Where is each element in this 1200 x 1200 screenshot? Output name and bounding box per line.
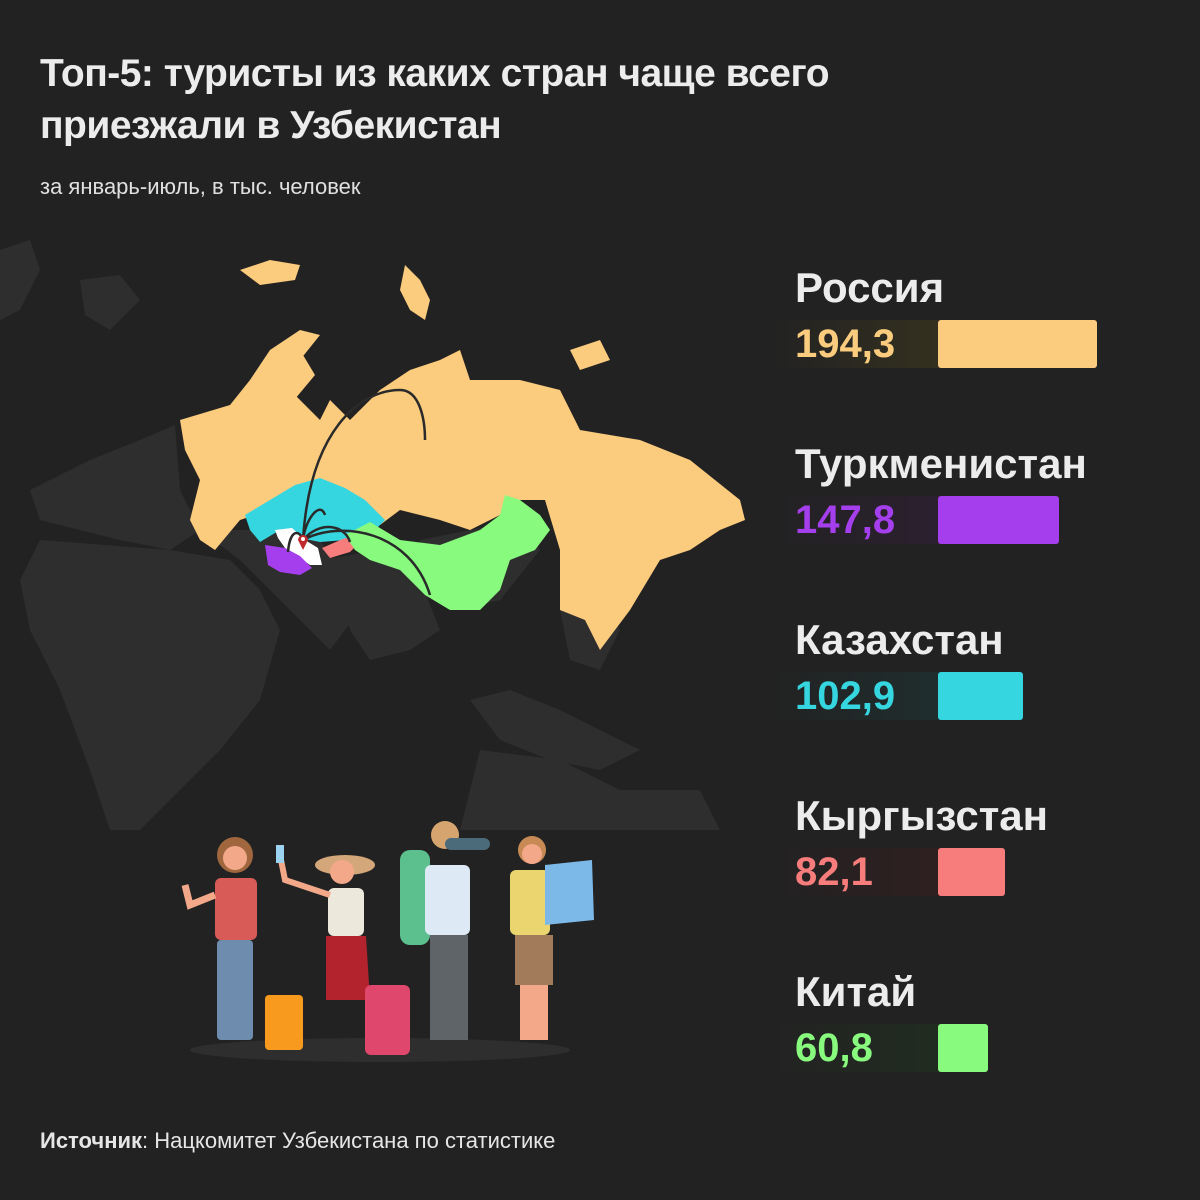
kazakhstan-region [245, 478, 385, 542]
country-value: 82,1 [795, 850, 873, 894]
country-value: 147,8 [795, 498, 896, 542]
value-background [770, 320, 940, 368]
pink-suitcase-icon [365, 985, 410, 1055]
legend-row-china: Китай 60,8 [760, 966, 1200, 1086]
country-name: Россия [795, 264, 945, 311]
value-background [770, 1024, 940, 1072]
uzbekistan-pin-icon [298, 535, 308, 550]
country-value: 60,8 [795, 1026, 873, 1070]
source-note: Источник: Нацкомитет Узбекистана по стат… [40, 1128, 555, 1154]
source-separator: : [142, 1128, 155, 1153]
value-background [770, 672, 940, 720]
value-bar [938, 672, 1023, 720]
country-value: 102,9 [795, 674, 896, 718]
tourists-illustration [181, 821, 594, 1062]
value-background [770, 848, 940, 896]
arctic-islands [240, 260, 610, 405]
legend-row-russia: Россия 194,3 [760, 262, 1200, 382]
russia-region [180, 330, 745, 650]
china-region [345, 495, 550, 610]
tourist-binoculars-icon [400, 821, 490, 1040]
country-name: Казахстан [795, 616, 1004, 663]
page-subtitle: за январь-июль, в тыс. человек [40, 174, 361, 199]
country-name: Кыргызстан [795, 792, 1049, 839]
tourist-map-icon [510, 836, 594, 1040]
page-title: Топ-5: туристы из каких стран чаще всего… [40, 52, 830, 147]
source-text: Нацкомитет Узбекистана по статистике [154, 1128, 556, 1153]
country-name: Туркменистан [795, 440, 1087, 487]
value-bar [938, 320, 1097, 368]
value-bar [938, 496, 1059, 544]
turkmenistan-region [265, 545, 312, 575]
value-background [770, 496, 940, 544]
legend-row-kyrgyzstan: Кыргызстан 82,1 [760, 790, 1200, 910]
tourist-waving-icon [181, 837, 257, 1040]
value-bar [938, 848, 1005, 896]
legend-row-kazakhstan: Казахстан 102,9 [760, 614, 1200, 734]
eurasia-map [0, 240, 745, 830]
tourist-selfie-icon [276, 845, 375, 1000]
country-name: Китай [795, 968, 917, 1015]
uzbekistan-region [275, 528, 322, 565]
orange-suitcase-icon [265, 995, 303, 1050]
country-value: 194,3 [795, 322, 896, 366]
source-label: Источник [40, 1128, 143, 1153]
value-bar [938, 1024, 988, 1072]
legend-row-turkmenistan: Туркменистан 147,8 [760, 438, 1200, 558]
